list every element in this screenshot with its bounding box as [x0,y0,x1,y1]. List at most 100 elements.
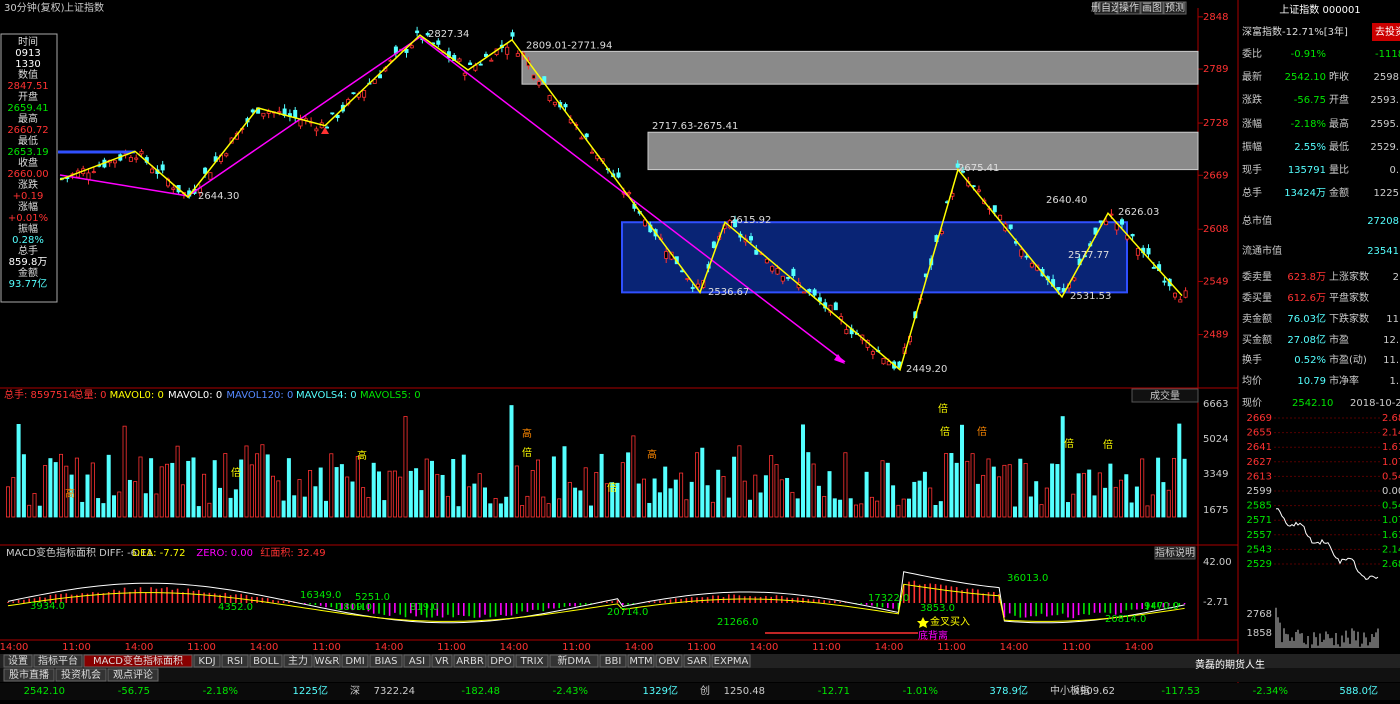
time-label: 11:00 [187,642,216,653]
tab[interactable] [33,654,83,668]
candle-body [1146,248,1151,255]
info-value: 2660.72 [7,125,48,136]
quote-label: -1118 [1375,49,1400,60]
tab[interactable] [599,654,627,668]
tab-label[interactable]: 主力 [288,654,308,667]
volume-bar [514,465,519,518]
candle-body [404,48,409,53]
tab-label[interactable]: ARBR [456,656,484,667]
invest-label[interactable]: 去投资 [1375,25,1400,38]
period: 30分钟(复权) [4,1,65,14]
tab[interactable] [627,654,655,668]
tab[interactable] [249,654,283,668]
quote-label: 流通市值 [1242,244,1282,257]
tab-label[interactable]: 设置 [8,655,28,667]
button[interactable] [1163,1,1187,15]
tab[interactable] [83,654,193,668]
tab-label[interactable]: KDJ [198,656,215,667]
button[interactable] [1140,1,1164,15]
volume-bar [1166,489,1171,518]
tab[interactable] [487,654,515,668]
tab[interactable] [515,654,549,668]
volume-bar [493,497,498,518]
trend-line [59,174,189,197]
tab[interactable] [283,654,313,668]
tab-label[interactable]: W&R [315,656,340,667]
tab-label[interactable]: OBV [658,656,679,667]
button-label[interactable]: 预测 [1165,1,1185,14]
quote-label: 均价 [1242,375,1262,387]
tab-label[interactable]: ASI [409,656,425,667]
tab-label[interactable]: VR [435,656,449,667]
tab-label[interactable]: BOLL [253,656,279,667]
candle-body [113,160,118,164]
tab[interactable] [3,654,33,668]
volume-bar [599,453,604,518]
tab-label[interactable]: TRIX [520,656,544,667]
tab[interactable] [107,668,159,682]
info-value: 0913 [15,48,40,59]
tab[interactable] [403,654,431,668]
help-button[interactable] [1154,546,1196,560]
tab-label[interactable]: DPO [490,656,512,667]
tab[interactable] [193,654,221,668]
tab-label[interactable]: BIAS [375,656,398,667]
tab-label[interactable]: 投资机会 [61,668,101,681]
quote-label: 下跌家数 [1329,312,1369,325]
tab-label[interactable]: 指标平台 [38,654,78,667]
tab-label[interactable]: MACD变色指标面积 [93,654,183,667]
tab[interactable] [221,654,249,668]
tab[interactable] [341,654,369,668]
volume-bar [742,480,747,518]
volume-bar [202,473,207,518]
button-label[interactable]: 画图 [1142,2,1162,14]
tab[interactable] [55,668,107,682]
volume-bar [901,498,906,518]
button-label[interactable]: 操作 [1119,1,1139,14]
quote-value: 13424万 [1284,188,1326,199]
candle-body [1183,290,1188,298]
info-label: 涨跌 [18,178,38,191]
tab[interactable] [549,654,599,668]
selector-label[interactable]: 成交量 [1150,389,1180,402]
tab-label[interactable]: DMI [345,656,364,667]
tab[interactable] [369,654,403,668]
volume-bar [85,474,90,518]
button-label[interactable]: 删自选 [1091,1,1121,14]
button[interactable] [1094,1,1118,15]
button[interactable] [1117,1,1141,15]
tab-label[interactable]: SAR [687,656,707,667]
tab[interactable] [711,654,751,668]
quote-value: 12. [1383,335,1399,346]
tab-label[interactable]: 观点评论 [113,668,153,681]
selector[interactable] [1131,388,1199,403]
volume-bar [705,485,710,518]
tab[interactable] [3,668,55,682]
tab[interactable] [431,654,453,668]
tab-label[interactable]: RSI [227,656,243,667]
price-annotation: 2536.67 [708,287,749,298]
tab-label[interactable]: 新DMA [557,654,590,667]
invest-button[interactable] [1372,23,1400,41]
tab[interactable] [683,654,711,668]
y-tick-label: 2549 [1203,276,1228,287]
tab-label[interactable]: BBI [605,656,622,667]
info-value: +0.01% [8,213,48,224]
tab-label[interactable]: EXPMA [714,656,749,667]
candle-body [828,304,833,313]
volume-bar [504,496,509,518]
tab-label[interactable]: MTM [629,656,652,667]
quote-value: 76.03亿 [1287,312,1326,325]
tab[interactable] [655,654,683,668]
tab[interactable] [453,654,487,668]
tab-label[interactable]: 股市直播 [9,668,49,681]
quote-value: 11. [1383,355,1399,366]
volume-bar [573,487,578,518]
volume-bar [1140,458,1145,518]
volume-bar [313,486,318,518]
candle-body [139,150,144,155]
volume-bar [525,495,530,518]
candle-body [1104,220,1109,226]
help-label[interactable]: 指标说明 [1155,546,1195,559]
tab[interactable] [313,654,341,668]
